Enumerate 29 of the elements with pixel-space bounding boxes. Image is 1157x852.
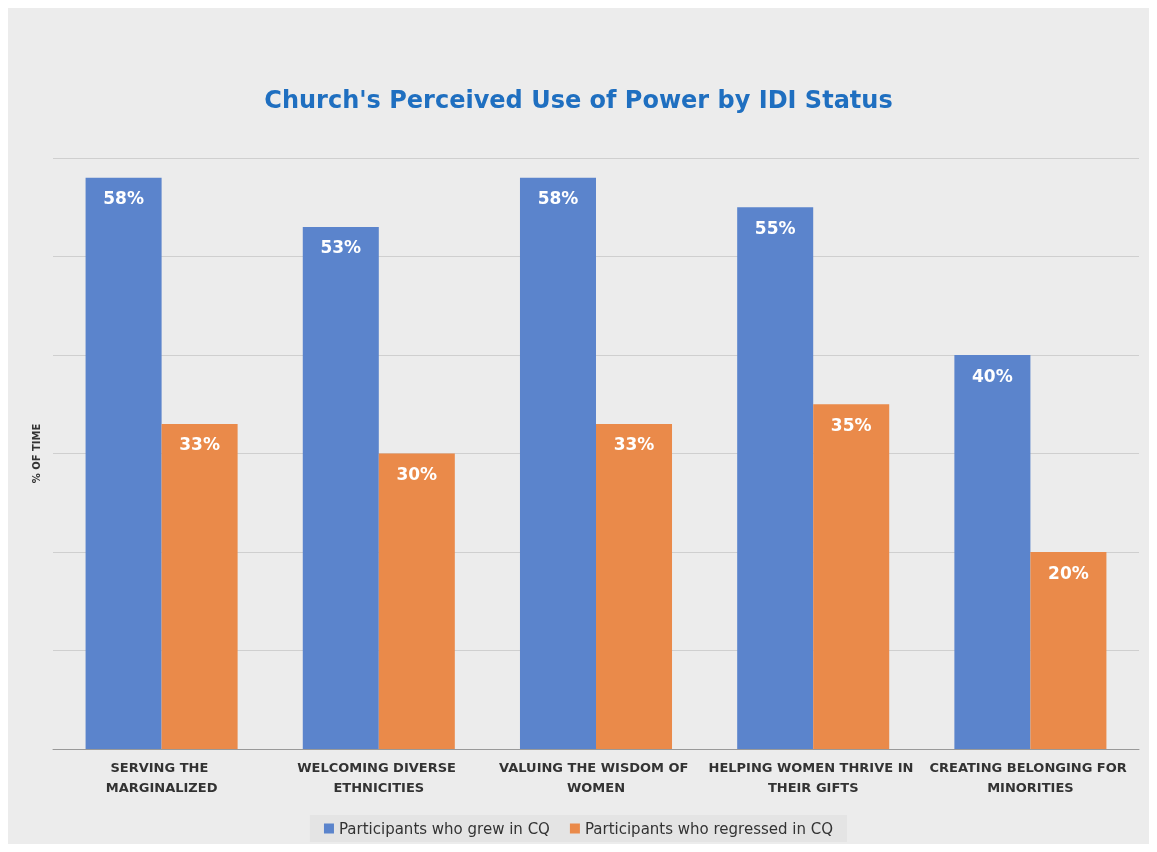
bar [161,423,238,749]
x-tick-label: WELCOMING DIVERSE ETHNICITIES [297,759,461,795]
data-label: 30% [396,464,438,484]
chart-title: Church's Perceived Use of Power by IDI Status [264,86,893,114]
data-label: 58% [103,188,144,209]
data-label: 33% [179,434,220,455]
data-label: 40% [972,365,1013,386]
x-tick-label: HELPING WOMEN THRIVE IN THEIR GIFTS [708,759,918,795]
bar [596,423,673,749]
bar [302,226,379,749]
y-axis-title: % OF TIME [30,423,42,484]
bar [85,177,162,749]
data-label: 53% [320,237,362,258]
legend-label: Participants who grew in CQ [338,819,550,838]
bar [519,177,596,749]
bar [378,453,455,749]
data-label: 55% [754,217,796,238]
bar [737,207,814,749]
x-tick-label: SERVING THE MARGINALIZED [105,759,218,795]
data-label: 35% [830,414,872,435]
x-tick-label: CREATING BELONGING FOR MINORITIES [929,759,1132,795]
bar [813,404,890,749]
data-label: 33% [613,434,655,455]
legend-label: Participants who regressed in CQ [584,819,834,838]
data-label: 20% [1048,562,1089,583]
bar [954,355,1031,749]
bar [1030,552,1107,749]
x-tick-label: VALUING THE WISDOM OF WOMEN [499,759,693,795]
data-label: 58% [537,188,579,209]
